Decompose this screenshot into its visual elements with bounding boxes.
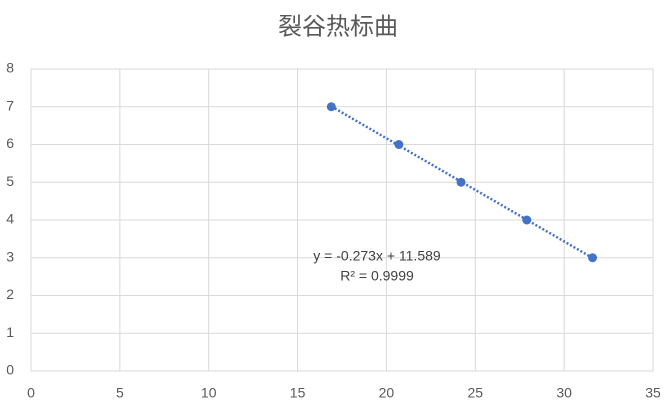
point — [522, 215, 532, 225]
y-tick-label: 3 — [6, 248, 14, 264]
y-tick-label: 5 — [6, 173, 14, 189]
y-tick-label: 4 — [6, 211, 14, 227]
x-tick-label: 25 — [467, 385, 483, 401]
x-tick-label: 15 — [290, 385, 306, 401]
y-tick-label: 0 — [6, 362, 14, 378]
point — [588, 253, 598, 263]
x-tick-label: 20 — [379, 385, 395, 401]
y-tick-label: 7 — [6, 97, 14, 113]
y-tick-label: 6 — [6, 135, 14, 151]
point — [394, 140, 404, 149]
y-tick-label: 2 — [6, 286, 14, 302]
trendline-equation: y = -0.273x + 11.589 — [313, 248, 441, 264]
x-tick-label: 5 — [116, 385, 124, 401]
x-tick-label: 35 — [645, 385, 661, 401]
x-tick-label: 10 — [201, 385, 217, 401]
y-tick-label: 1 — [6, 324, 14, 340]
y-tick-label: 8 — [6, 60, 14, 76]
x-tick-label: 30 — [556, 385, 572, 401]
chart-title: 裂谷热标曲 — [278, 13, 398, 40]
point — [326, 102, 336, 112]
trendline-r-squared: R² = 0.9999 — [340, 268, 414, 284]
x-tick-label: 0 — [27, 385, 35, 401]
point — [456, 177, 466, 187]
